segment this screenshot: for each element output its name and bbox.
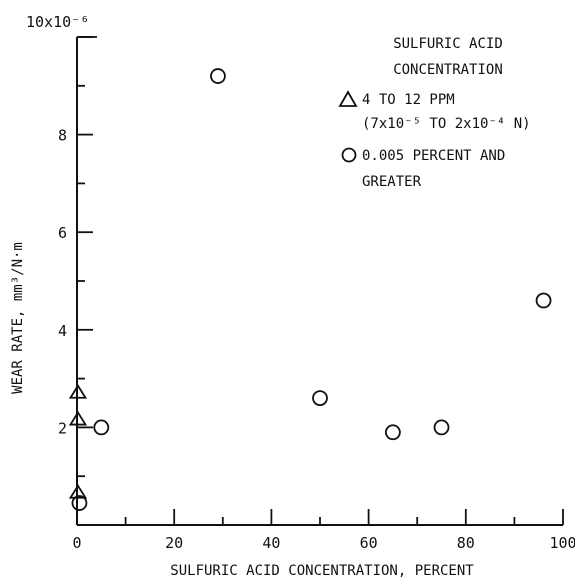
circle-point <box>384 424 401 441</box>
axes <box>76 37 563 526</box>
legend-series-2-line-1: 0.005 PERCENT AND <box>362 148 505 164</box>
x-tick-label: 40 <box>262 534 280 552</box>
triangle-point <box>68 410 88 426</box>
circle-point <box>71 495 88 511</box>
legend-triangle-marker <box>338 90 358 107</box>
legend-title-line-2: CONCENTRATION <box>393 62 503 78</box>
x-tick-label: 20 <box>165 534 183 552</box>
triangle-point <box>68 384 88 399</box>
legend-title-line-1: SULFURIC ACID <box>393 36 503 52</box>
y-tick-label: 2 <box>58 419 67 437</box>
x-tick-label: 0 <box>72 534 81 552</box>
circle-point <box>535 292 552 309</box>
ticks: 0 20 40 60 80 100 2 4 6 8 10x10⁻⁶ <box>26 13 575 552</box>
legend: SULFURIC ACID CONCENTRATION 4 TO 12 PPM … <box>338 36 531 190</box>
triangle-point <box>68 484 88 499</box>
y-axis-title: WEAR RATE, mm³/N·m <box>10 242 26 394</box>
y-tick-label: 6 <box>58 224 67 242</box>
circle-point <box>93 419 110 436</box>
data-points <box>68 68 552 511</box>
x-tick-label: 100 <box>549 534 575 552</box>
x-tick-label: 80 <box>457 534 475 552</box>
legend-series-2-line-2: GREATER <box>362 174 422 190</box>
legend-series-1-line-1: 4 TO 12 PPM <box>362 92 455 108</box>
y-tick-label: 8 <box>58 127 67 145</box>
circle-point <box>433 419 450 436</box>
x-axis-title: SULFURIC ACID CONCENTRATION, PERCENT <box>170 563 474 579</box>
x-tick-label: 60 <box>360 534 378 552</box>
circle-point <box>312 390 328 407</box>
legend-circle-marker <box>341 147 357 163</box>
legend-series-1-line-2: (7x10⁻⁵ TO 2x10⁻⁴ N) <box>362 116 531 132</box>
y-tick-label: 10x10⁻⁶ <box>26 13 89 31</box>
circle-point <box>210 68 226 84</box>
y-tick-label: 4 <box>58 322 67 340</box>
